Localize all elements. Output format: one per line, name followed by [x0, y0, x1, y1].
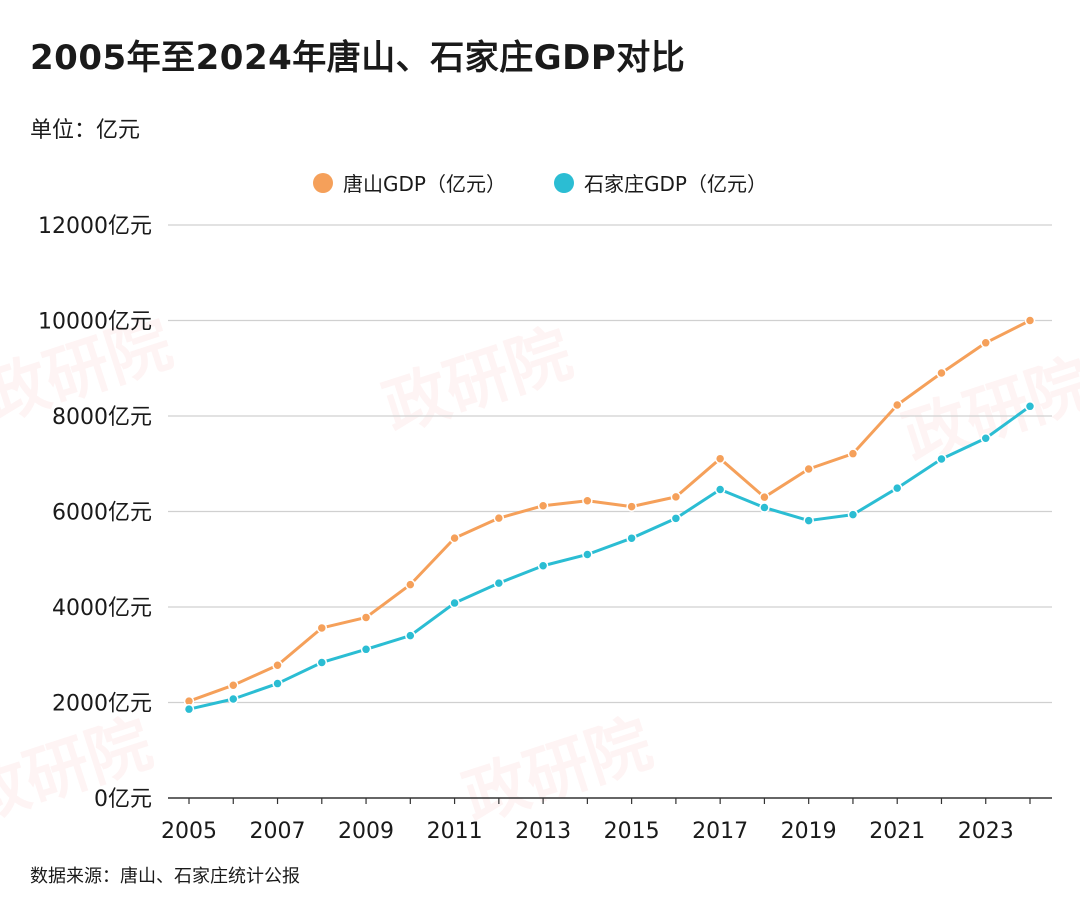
data-point-shijiazhuang	[316, 657, 328, 668]
legend-dot-shijiazhuang	[554, 172, 574, 193]
data-point-shijiazhuang	[803, 515, 814, 526]
data-point-shijiazhuang	[980, 433, 991, 444]
legend-item-shijiazhuang: 石家庄GDP（亿元）	[554, 168, 767, 197]
x-tick-label: 2007	[250, 819, 306, 844]
data-point-shijiazhuang	[714, 484, 726, 495]
data-point-shijiazhuang	[759, 502, 770, 513]
data-point-tangshan	[1024, 315, 1036, 326]
data-point-tangshan	[670, 491, 682, 503]
data-point-shijiazhuang	[360, 644, 372, 655]
x-tick-label: 2015	[604, 819, 660, 844]
data-point-tangshan	[228, 679, 239, 691]
data-point-tangshan	[980, 337, 991, 349]
y-tick-label: 12000亿元	[38, 214, 152, 239]
data-point-shijiazhuang	[272, 678, 283, 689]
data-point-tangshan	[493, 512, 505, 524]
data-point-tangshan	[360, 612, 372, 623]
data-point-tangshan	[626, 501, 637, 512]
legend-item-tangshan: 唐山GDP（亿元）	[313, 168, 506, 197]
data-point-tangshan	[537, 500, 549, 511]
x-tick-label: 2021	[869, 819, 925, 844]
data-point-shijiazhuang	[493, 577, 505, 589]
x-tick-label: 2013	[515, 819, 571, 844]
data-point-shijiazhuang	[670, 513, 682, 524]
y-tick-label: 4000亿元	[52, 596, 152, 621]
x-tick-label: 2023	[958, 819, 1014, 844]
y-tick-label: 8000亿元	[52, 405, 152, 430]
data-point-tangshan	[582, 495, 593, 507]
data-point-tangshan	[891, 399, 903, 411]
data-point-tangshan	[272, 660, 283, 671]
data-point-shijiazhuang	[405, 630, 416, 641]
data-point-shijiazhuang	[183, 703, 195, 715]
data-point-tangshan	[936, 367, 947, 379]
y-tick-label: 2000亿元	[52, 692, 152, 717]
series-line-tangshan	[188, 319, 1031, 703]
data-point-shijiazhuang	[626, 532, 637, 544]
legend-label-shijiazhuang: 石家庄GDP（亿元）	[584, 172, 767, 196]
data-point-shijiazhuang	[847, 509, 859, 520]
x-tick-label: 2009	[338, 819, 394, 844]
source-note: 数据来源：唐山、石家庄统计公报	[30, 866, 300, 887]
x-tick-label: 2019	[781, 819, 837, 844]
data-point-tangshan	[759, 491, 770, 503]
data-point-tangshan	[449, 532, 460, 544]
data-point-shijiazhuang	[449, 597, 460, 609]
data-point-shijiazhuang	[1024, 401, 1036, 412]
y-tick-label: 6000亿元	[52, 501, 152, 526]
data-point-shijiazhuang	[891, 482, 903, 494]
data-point-shijiazhuang	[582, 549, 593, 560]
data-point-tangshan	[405, 579, 416, 590]
legend-label-tangshan: 唐山GDP（亿元）	[343, 172, 506, 196]
chart-title: 2005年至2024年唐山、石家庄GDP对比	[30, 38, 686, 78]
data-point-shijiazhuang	[936, 453, 947, 465]
data-point-tangshan	[803, 463, 814, 475]
x-tick-label: 2017	[692, 819, 748, 844]
data-point-shijiazhuang	[228, 693, 239, 705]
data-point-tangshan	[847, 448, 859, 459]
data-point-shijiazhuang	[537, 560, 549, 571]
data-point-tangshan	[316, 622, 328, 634]
x-tick-label: 2011	[427, 819, 483, 844]
unit-label: 单位：亿元	[30, 118, 141, 143]
series-line-shijiazhuang	[188, 405, 1031, 711]
data-point-tangshan	[714, 453, 726, 464]
legend: 唐山GDP（亿元） 石家庄GDP（亿元）	[0, 168, 1080, 197]
legend-dot-tangshan	[313, 172, 334, 193]
y-tick-label: 0亿元	[94, 787, 152, 812]
x-tick-label: 2005	[161, 819, 217, 844]
y-tick-label: 10000亿元	[38, 310, 152, 335]
